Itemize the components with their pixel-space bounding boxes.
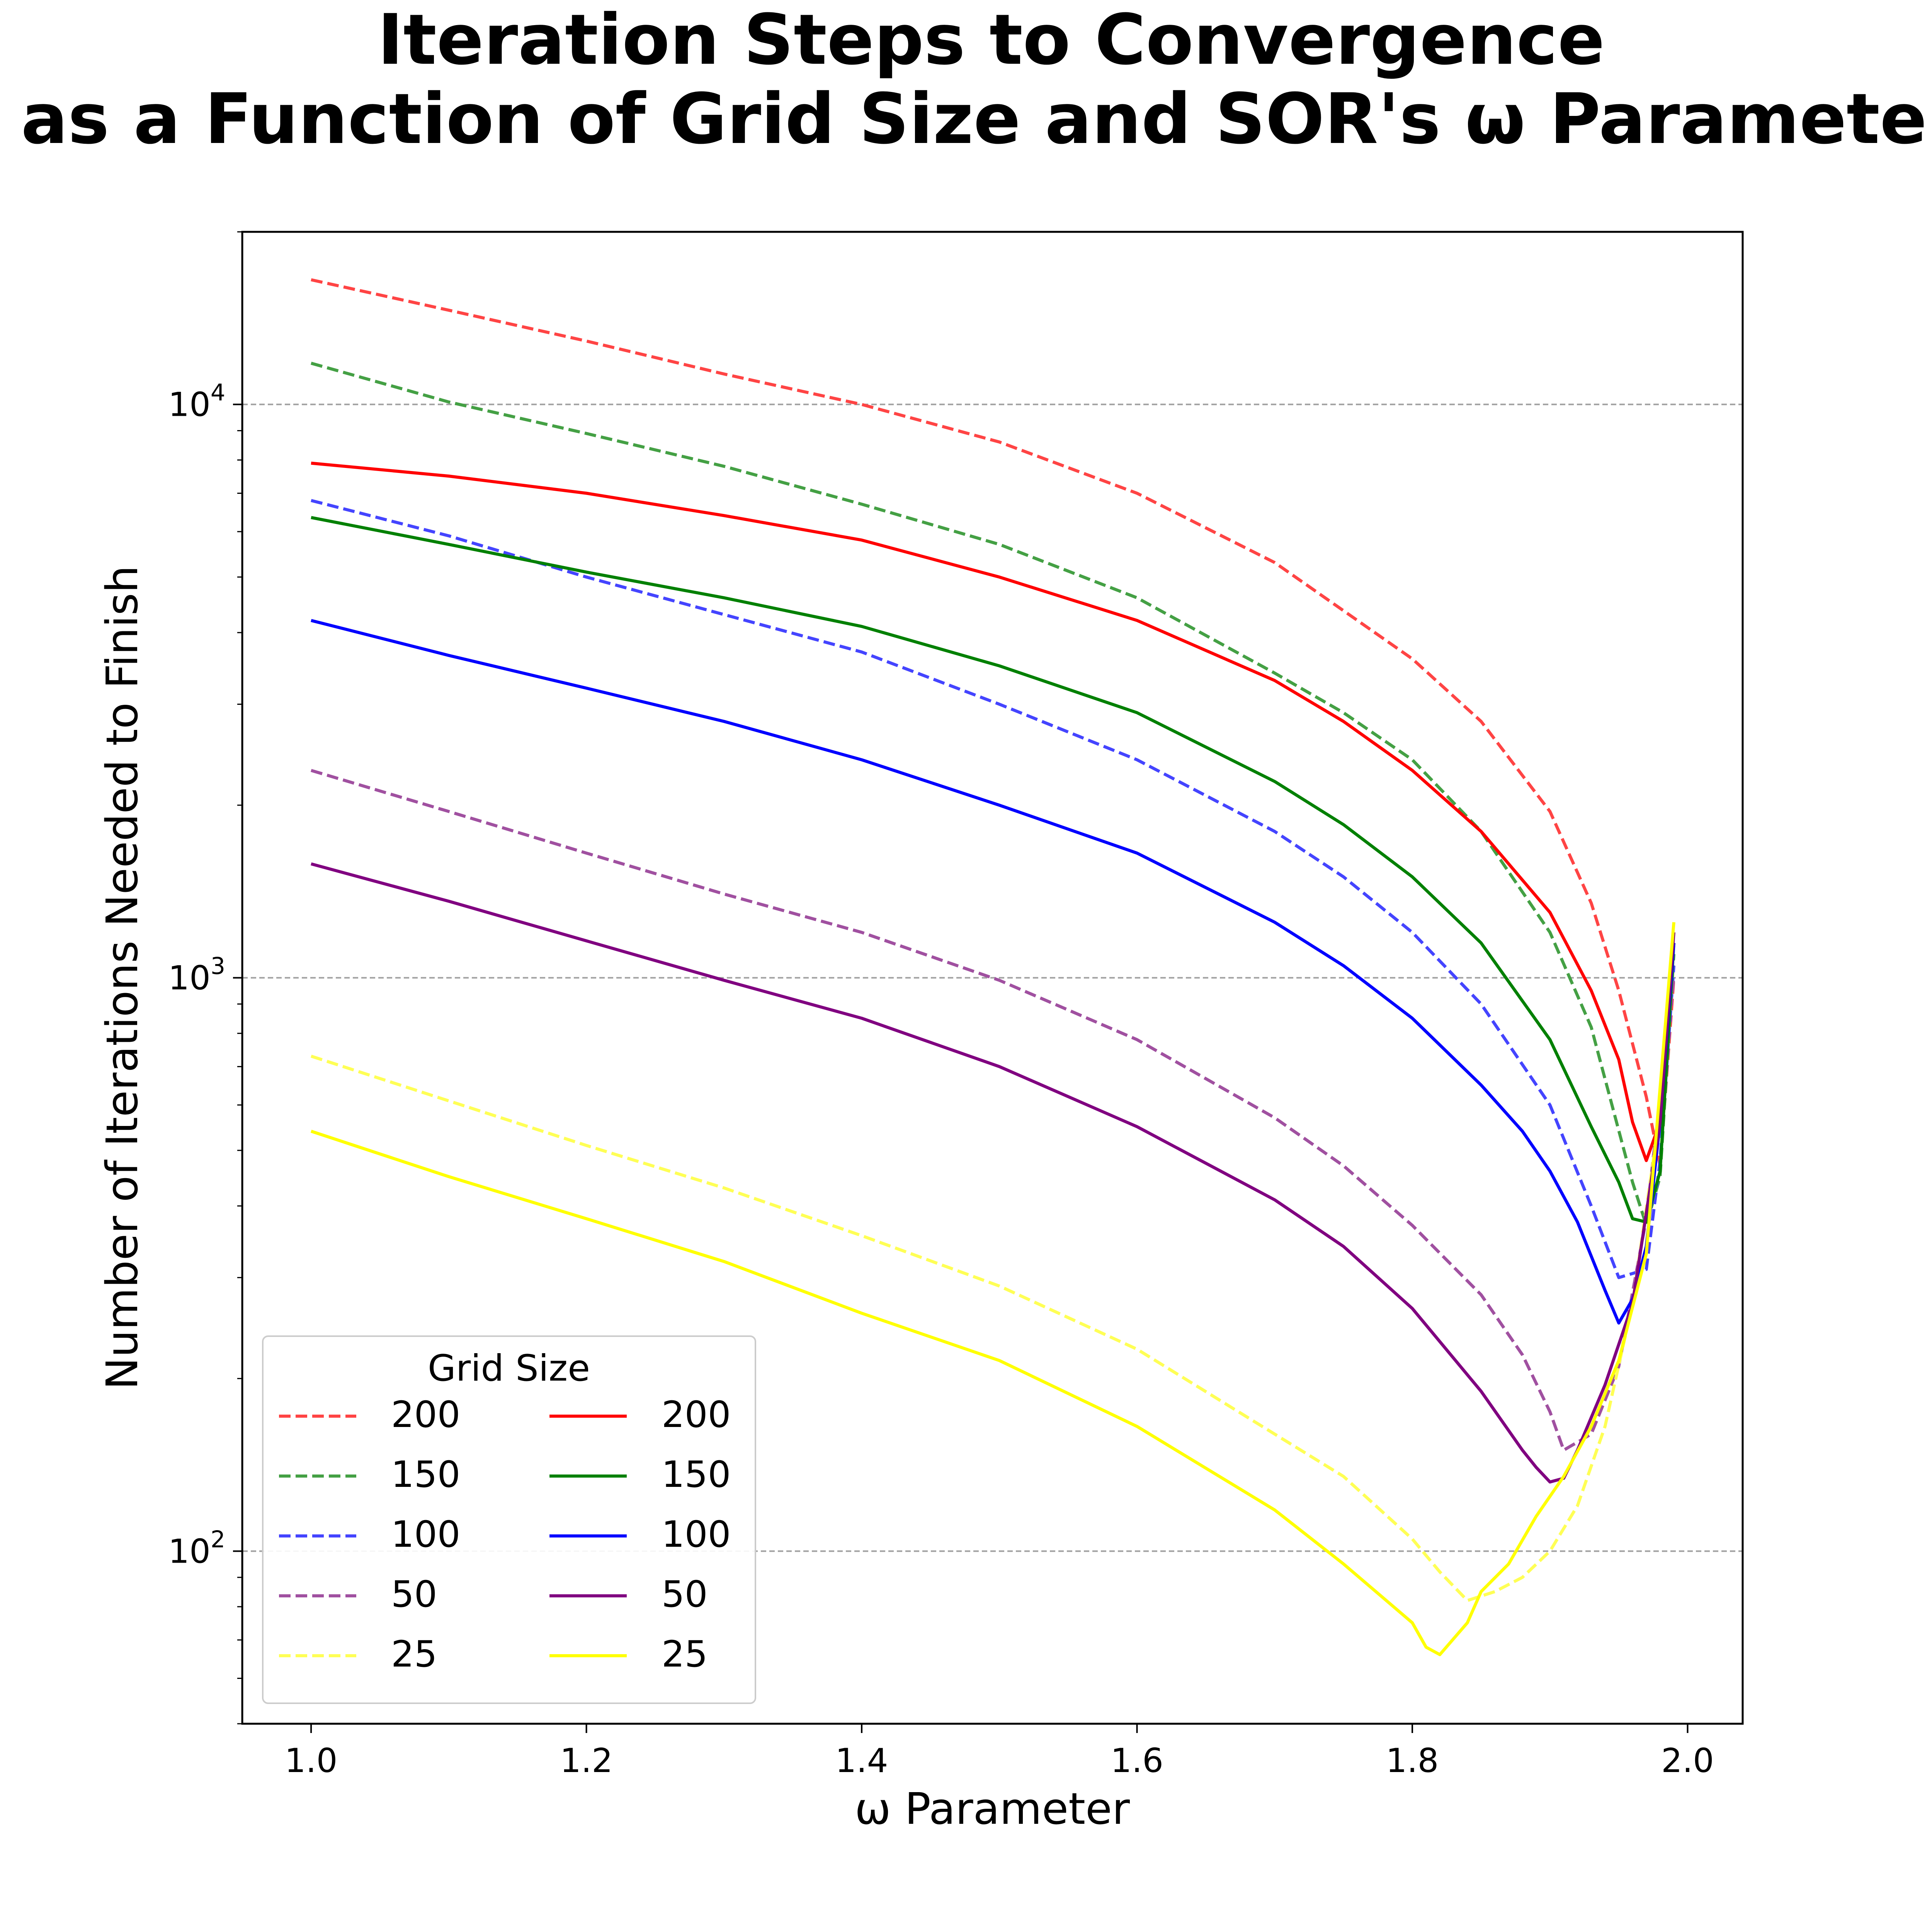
y-tick-label-2: 104: [168, 379, 225, 424]
legend-label-dashed-25: 25: [391, 1633, 437, 1675]
x-tick-label-0: 1.0: [285, 1742, 338, 1780]
legend-label-dashed-100: 100: [391, 1514, 460, 1556]
series-line-solid-25: [310, 922, 1675, 1656]
legend-label-solid-100: 100: [662, 1514, 731, 1556]
legend-label-solid-150: 150: [662, 1454, 731, 1496]
y-tick-label-0: 102: [168, 1526, 225, 1571]
legend-box: [262, 1335, 756, 1704]
series-line-dashed-50: [310, 769, 1675, 1452]
series-lines: [310, 278, 1675, 1656]
y-axis-label: Number of Iterations Needed to Finish: [97, 565, 148, 1389]
series-line-dashed-100: [311, 499, 1675, 1279]
series-line-solid-50: [311, 862, 1675, 1484]
legend-title: Grid Size: [428, 1347, 590, 1389]
legend-label-dashed-150: 150: [391, 1454, 460, 1496]
legend-label-dashed-50: 50: [391, 1573, 437, 1616]
x-tick-label-4: 1.8: [1386, 1742, 1439, 1780]
chart-title-line-1: Iteration Steps to Convergence: [378, 0, 1605, 80]
x-tick-label-2: 1.4: [835, 1742, 888, 1780]
y-tick-exp-2: 4: [211, 379, 225, 406]
y-tick-exp-1: 3: [211, 953, 225, 980]
x-tick-label-3: 1.6: [1111, 1742, 1163, 1780]
series-line-solid-150: [311, 516, 1675, 1224]
series-line-dashed-25: [310, 932, 1675, 1602]
series-line-solid-200: [311, 461, 1675, 1162]
legend: Grid Size 200 150 100 50 25 200 150 100 50 25: [262, 1335, 756, 1704]
y-tick-base-1: 10: [168, 959, 210, 998]
chart-title-line-2: as a Function of Grid Size and SOR's ω P…: [21, 79, 1932, 160]
x-tick-label-1: 1.2: [560, 1742, 613, 1780]
x-tick-label-5: 2.0: [1661, 1742, 1714, 1780]
y-tick-exp-0: 2: [211, 1526, 225, 1553]
series-line-solid-100: [311, 619, 1675, 1325]
y-tick-base-2: 10: [168, 386, 210, 424]
legend-label-solid-200: 200: [662, 1394, 731, 1436]
legend-label-solid-50: 50: [662, 1573, 708, 1616]
series-line-dashed-200: [311, 278, 1675, 1167]
legend-label-solid-25: 25: [662, 1633, 708, 1675]
x-axis-label: ω Parameter: [855, 1784, 1130, 1834]
legend-label-dashed-200: 200: [391, 1394, 460, 1436]
y-tick-label-1: 103: [168, 953, 225, 998]
series-line-dashed-150: [311, 362, 1675, 1227]
y-tick-base-0: 10: [168, 1532, 210, 1571]
